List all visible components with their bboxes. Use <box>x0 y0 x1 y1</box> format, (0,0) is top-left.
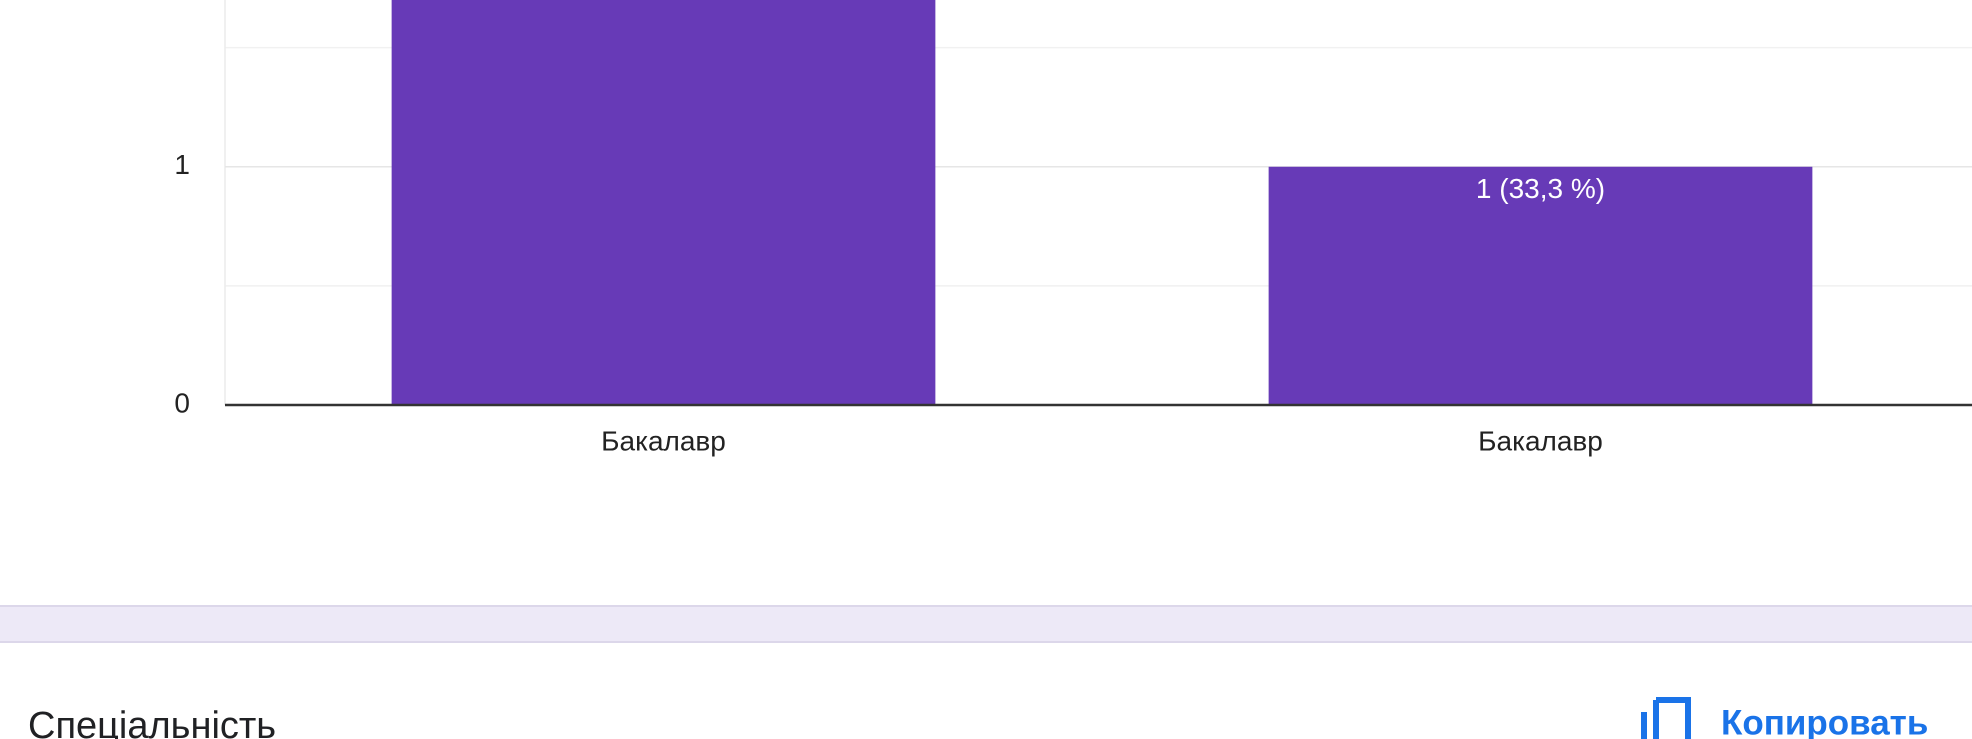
y-tick-label: 0 <box>174 387 190 418</box>
x-tick-label: Бакалавр <box>601 425 726 456</box>
copy-icon <box>1641 697 1691 739</box>
y-tick-label: 1 <box>174 149 190 180</box>
copy-label[interactable]: Копировать <box>1721 703 1928 739</box>
bar <box>391 0 936 405</box>
copy-button[interactable]: Копировать <box>1641 697 1928 739</box>
section-divider <box>0 606 1972 642</box>
bar <box>1268 166 1813 405</box>
section-title: Спеціальність <box>28 705 276 739</box>
data-label: 1 (33,3 %) <box>1476 173 1605 204</box>
chart: 0 1 Бакалавр Бакалавр 1 (33,3 %) <box>174 0 1972 456</box>
x-tick-label: Бакалавр <box>1478 425 1603 456</box>
